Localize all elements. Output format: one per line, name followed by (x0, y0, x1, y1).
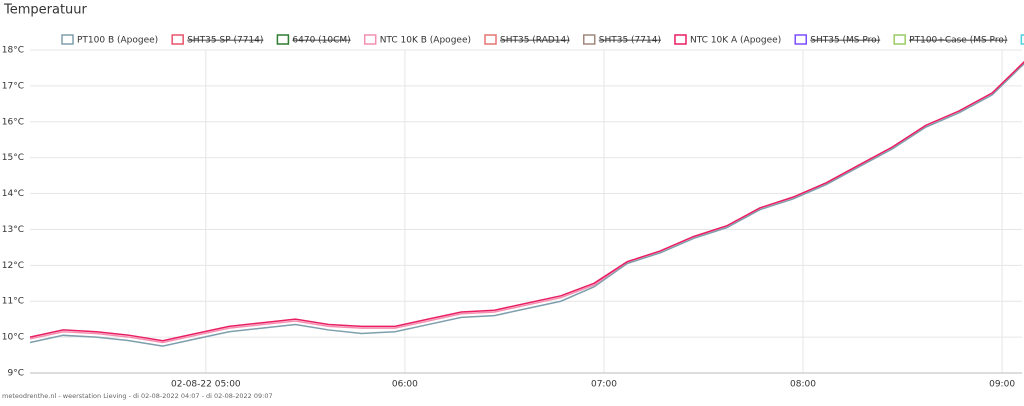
legend-swatch[interactable] (276, 34, 290, 45)
legend-item[interactable]: SHT35 (7714) (583, 34, 661, 46)
chart-title: Temperatuur (3, 3, 88, 18)
legend-label[interactable]: SHT35 (7714) (599, 36, 661, 46)
legend-item[interactable]: 6470 (10CM) (276, 34, 351, 46)
legend-swatch[interactable] (61, 34, 74, 45)
legend-item[interactable]: NTC 10K B (Apogee) (363, 34, 471, 46)
y-tick-label: 10°C (2, 333, 24, 343)
y-tick-label: 17°C (2, 81, 24, 91)
legend-label[interactable]: SHT35 SP (7714) (187, 36, 263, 46)
legend-item[interactable]: NTC 10K A (Apogee) (674, 34, 781, 46)
legend-label[interactable]: SHT35 (RAD14) (500, 36, 570, 46)
legend-swatch[interactable] (363, 34, 377, 45)
legend-item[interactable]: SHT35 (RAD14) (484, 34, 570, 46)
legend-item[interactable]: SHT35 SP (7714) (171, 34, 263, 46)
series-line (29, 62, 1024, 347)
y-tick-label: 15°C (2, 153, 24, 163)
legend-swatch[interactable] (484, 34, 497, 45)
y-tick-label: 9°C (7, 369, 24, 379)
y-tick-label: 12°C (2, 261, 24, 271)
x-tick-label: 06:00 (392, 380, 418, 390)
legend-item[interactable]: PT100 B (Apogee) (61, 34, 158, 46)
x-tick-label: 09:00 (989, 380, 1015, 390)
series-line (29, 61, 1024, 342)
footer: meteodrenthe.nl - weerstation Lieving - … (2, 392, 273, 400)
legend-label[interactable]: PT100+Case (MS Pro) (909, 36, 1007, 46)
x-tick-label: 08:00 (790, 380, 816, 390)
x-tick-label: 02-08-22 05:00 (171, 380, 241, 390)
legend-item[interactable]: PT100+Case (MS Pro) (893, 34, 1007, 46)
legend-item[interactable]: SHT35 (MS Pro) (794, 34, 880, 46)
legend-swatch[interactable] (794, 34, 807, 45)
legend-label[interactable]: PT100 B (Apogee) (77, 36, 158, 46)
legend-swatch[interactable] (583, 34, 596, 45)
legend-swatch[interactable] (893, 34, 906, 45)
legend-label[interactable]: 6470 (10CM) (292, 36, 350, 46)
series-line (29, 61, 1024, 344)
y-tick-label: 14°C (2, 189, 24, 199)
y-tick-label: 13°C (2, 225, 24, 235)
legend-label[interactable]: NTC 10K B (Apogee) (380, 36, 471, 46)
y-tick-label: 11°C (2, 297, 24, 307)
legend-swatch[interactable] (674, 34, 687, 45)
legend-swatch[interactable] (1020, 34, 1024, 45)
legend-swatch[interactable] (171, 34, 184, 45)
y-tick-label: 18°C (2, 46, 24, 56)
x-tick-label: 07:00 (591, 380, 617, 390)
legend-item[interactable]: PT100 Afom (DRT504) (1020, 34, 1024, 46)
legend-label[interactable]: NTC 10K A (Apogee) (690, 36, 781, 46)
legend-label[interactable]: SHT35 (MS Pro) (810, 36, 880, 46)
y-tick-label: 16°C (2, 117, 24, 127)
